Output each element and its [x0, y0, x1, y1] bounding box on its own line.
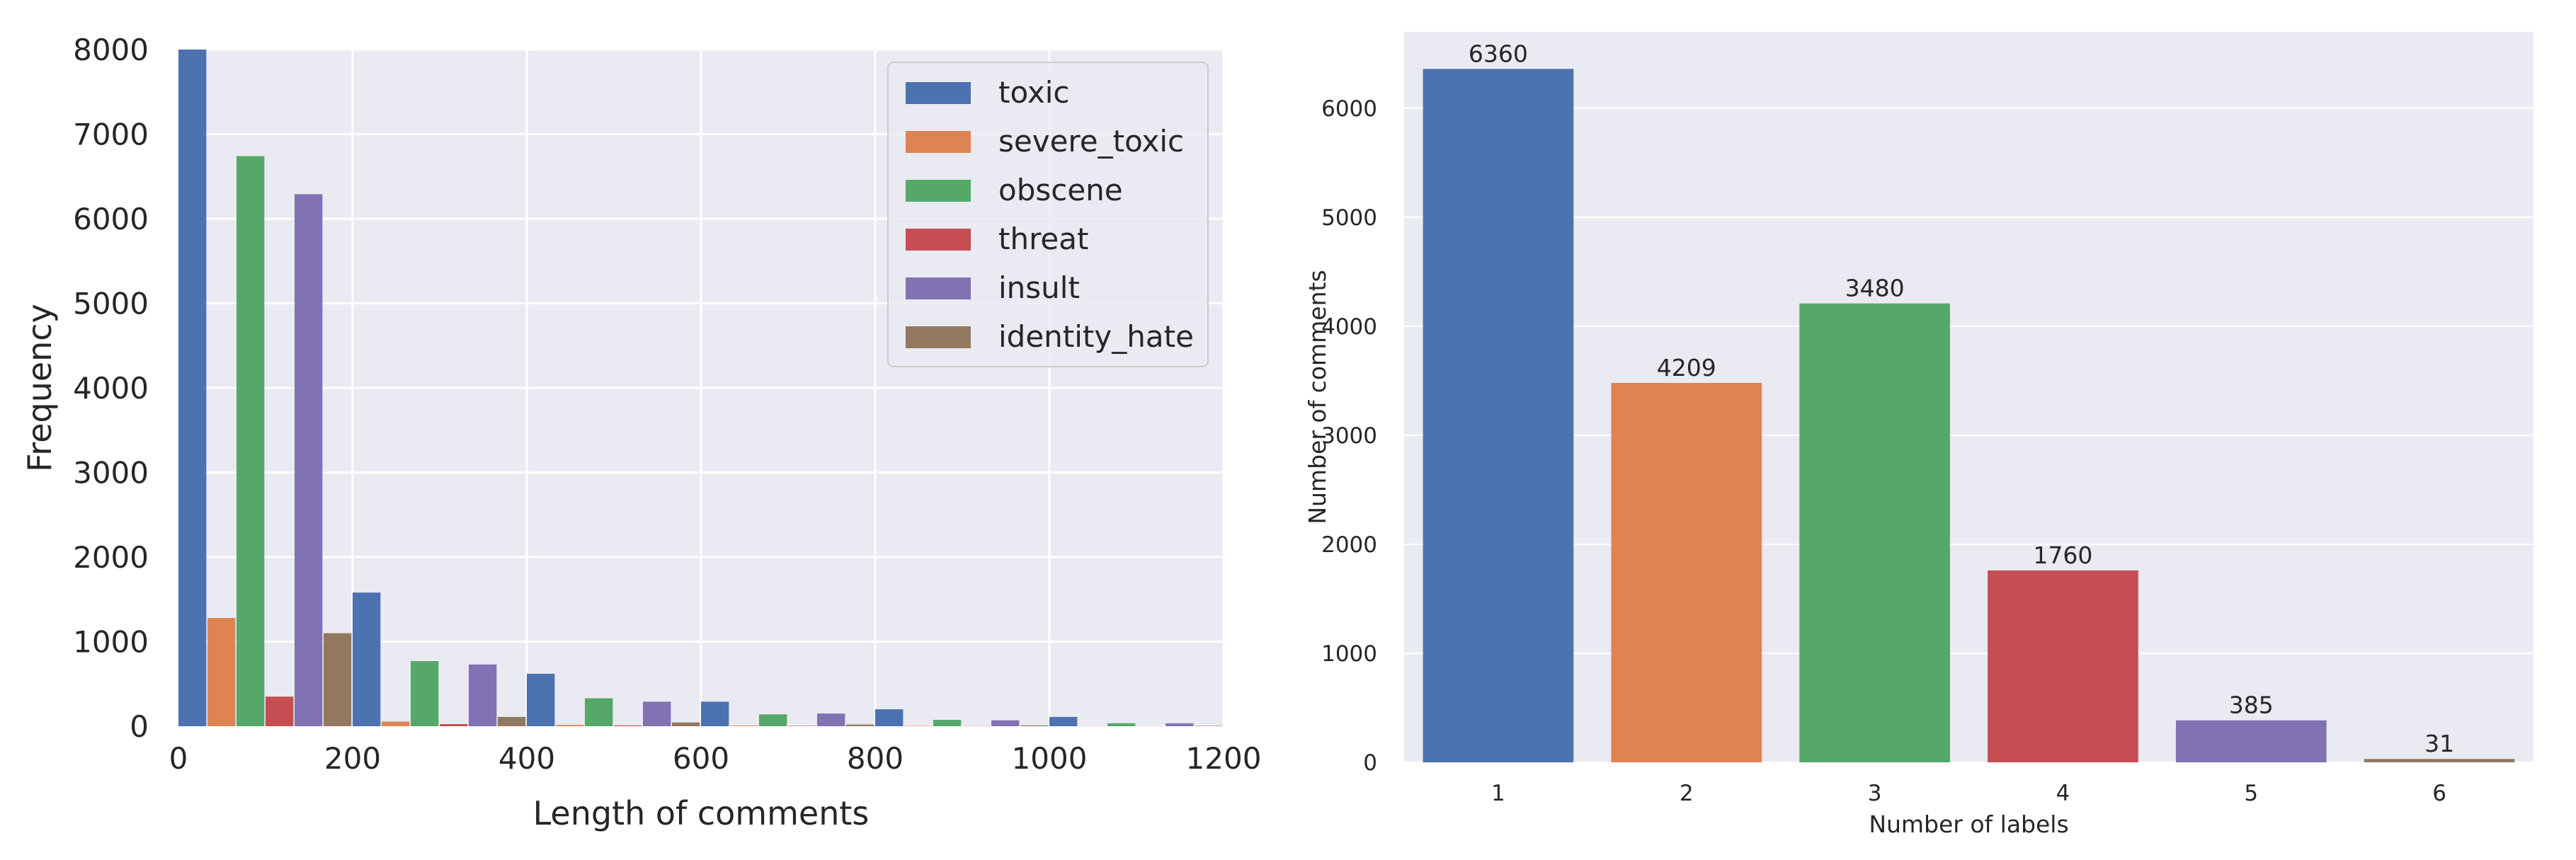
y-axis-label: Number of comments — [1304, 270, 1331, 524]
bar-value-label: 31 — [2424, 730, 2454, 757]
y-tick-label: 3000 — [1321, 423, 1377, 449]
histogram-bar-obscene — [933, 720, 962, 726]
histogram-bar-insult — [1166, 723, 1194, 726]
x-axis-label: Number of labels — [1869, 810, 2068, 838]
histogram-bar-threat — [440, 724, 468, 726]
plot-background — [1404, 32, 2534, 762]
histogram-bar-insult — [991, 720, 1020, 726]
histogram-bar-identity_hate — [324, 633, 352, 726]
y-tick-label: 2000 — [1321, 532, 1377, 558]
histogram-bar-severe_toxic — [556, 725, 584, 726]
legend-swatch — [906, 229, 971, 251]
legend-swatch — [906, 131, 971, 153]
y-tick-label: 6000 — [73, 202, 149, 236]
legend-item: threat — [906, 222, 1088, 256]
y-tick-label: 4000 — [1321, 314, 1377, 340]
legend-item: toxic — [906, 75, 1070, 110]
y-tick-label: 3000 — [73, 456, 149, 491]
histogram-bar-toxic — [875, 709, 904, 726]
histogram-bar-obscene — [1107, 723, 1136, 726]
y-axis-label: Frequency — [21, 304, 59, 472]
histogram-bar-toxic — [353, 592, 381, 726]
legend-swatch — [906, 326, 971, 348]
legend-item: obscene — [906, 173, 1123, 207]
histogram-bar-obscene — [236, 156, 265, 726]
y-tick-label: 2000 — [73, 540, 149, 575]
histogram-bar-toxic — [178, 50, 207, 726]
legend-item: identity_hate — [906, 319, 1194, 354]
bar-labels-6 — [2364, 759, 2515, 762]
x-tick-label: 1 — [1491, 781, 1505, 806]
histogram-bar-obscene — [585, 698, 613, 726]
x-tick-label: 200 — [324, 741, 381, 776]
x-tick-label: 800 — [847, 741, 904, 776]
histogram-bar-severe_toxic — [382, 721, 410, 726]
bar-value-label: 385 — [2229, 692, 2274, 719]
y-tick-label: 4000 — [73, 371, 149, 406]
histogram-bar-insult — [469, 664, 497, 726]
histogram-bar-identity_hate — [498, 716, 526, 726]
y-tick-label: 5000 — [1321, 205, 1377, 231]
y-tick-label: 7000 — [73, 117, 149, 152]
legend-swatch — [906, 82, 971, 104]
bar-labels-4 — [1988, 570, 2138, 762]
bar-labels-5 — [2175, 720, 2327, 762]
legend-label: severe_toxic — [998, 124, 1184, 159]
legend-item: insult — [906, 270, 1080, 305]
y-tick-label: 5000 — [73, 287, 149, 321]
bar-labels-3 — [1799, 303, 1950, 762]
bar-labels-2 — [1611, 382, 1762, 762]
x-tick-label: 3 — [1868, 781, 1882, 806]
y-tick-label: 1000 — [73, 625, 149, 660]
y-tick-label: 0 — [130, 709, 149, 744]
histogram-bar-toxic — [1049, 716, 1078, 726]
histogram-bar-identity_hate — [672, 722, 700, 726]
x-tick-label: 400 — [498, 741, 555, 776]
x-tick-label: 2 — [1680, 781, 1694, 806]
x-tick-label: 4 — [2056, 781, 2070, 806]
x-axis-label: Length of comments — [533, 794, 870, 832]
bar-labels-1 — [1423, 69, 1574, 763]
histogram-bar-toxic — [701, 701, 729, 726]
histogram-bar-identity_hate — [846, 724, 874, 726]
histogram-bar-obscene — [759, 714, 787, 726]
bar-value-label: 6360 — [1469, 40, 1528, 67]
legend-label: obscene — [998, 173, 1123, 207]
histogram-bar-insult — [643, 701, 671, 726]
bar-chart-labels-per-comment: 0 1000 2000 3000 4000 5000 6000 6360 1 4209 2 3480 3… — [1304, 32, 2534, 838]
histogram-bar-toxic — [527, 673, 555, 726]
bar-value-label: 1760 — [2033, 541, 2092, 569]
y-tick-label: 0 — [1363, 750, 1377, 776]
x-tick-label: 600 — [673, 741, 729, 776]
x-tick-label: 0 — [169, 741, 188, 776]
y-tick-label: 8000 — [73, 33, 149, 67]
x-tick-label: 5 — [2244, 781, 2258, 806]
legend-item: severe_toxic — [906, 124, 1184, 159]
bar-value-label: 4209 — [1657, 354, 1716, 382]
legend-swatch — [906, 180, 971, 202]
legend-label: identity_hate — [998, 319, 1194, 354]
histogram-comment-length: 0 200 400 600 800 1000 1200 0 1000 2000 3000 4000 50… — [21, 33, 1261, 832]
histogram-bar-insult — [817, 713, 845, 726]
legend-swatch — [906, 277, 971, 299]
x-tick-label: 1000 — [1012, 741, 1088, 776]
legend-label: insult — [998, 270, 1080, 305]
histogram-bar-severe_toxic — [207, 618, 236, 726]
x-tick-label: 6 — [2432, 781, 2446, 806]
legend-label: threat — [998, 222, 1088, 256]
y-tick-label: 6000 — [1321, 96, 1377, 122]
bar-value-label: 3480 — [1845, 275, 1905, 302]
histogram-bar-threat — [266, 696, 294, 726]
histogram-bar-obscene — [411, 660, 439, 726]
histogram-bar-insult — [295, 194, 323, 727]
legend-label: toxic — [998, 75, 1070, 110]
y-tick-label: 1000 — [1321, 641, 1377, 667]
x-tick-label: 1200 — [1186, 741, 1262, 776]
